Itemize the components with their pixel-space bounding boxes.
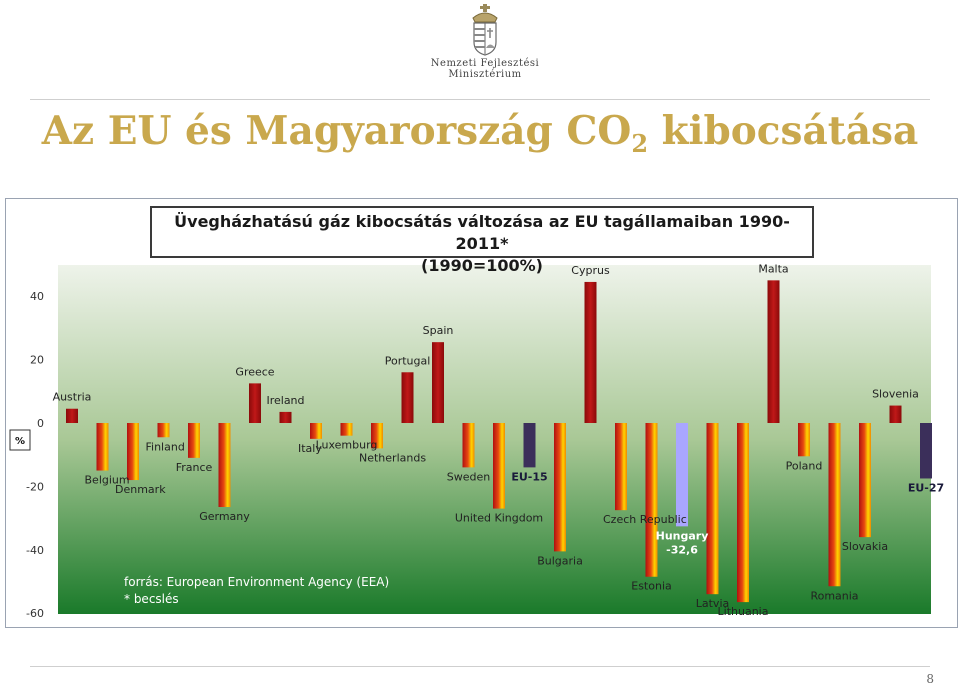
bar-poland (798, 423, 810, 457)
chart-title: Üvegházhatású gáz kibocsátás változása a… (150, 206, 814, 275)
category-label: Germany (199, 510, 250, 523)
bar-series (66, 280, 932, 603)
category-label: Netherlands (359, 451, 426, 464)
category-label: Austria (53, 391, 92, 404)
category-label: Malta (758, 262, 788, 275)
y-axis: 40 20 0 -20 -40 -60 (26, 290, 44, 620)
bar-spain (432, 342, 444, 423)
bar-slovenia (889, 405, 902, 423)
category-label: Belgium (85, 474, 130, 487)
ministry-line-1: Nemzeti Fejlesztési (430, 58, 540, 69)
bar-eu-27 (920, 423, 932, 479)
hungary-value-label: -32,6 (666, 543, 698, 556)
bar-lithuania (737, 423, 749, 603)
footer-divider (30, 666, 930, 667)
category-label: Poland (786, 459, 823, 472)
bar-malta (767, 280, 780, 423)
bar-italy (310, 423, 322, 439)
y-tick-label: -40 (26, 544, 44, 557)
chart-note-estimate: * becslés (124, 592, 179, 606)
y-tick-label: 40 (30, 290, 44, 303)
bar-latvia (706, 423, 719, 595)
ministry-line-2: Minisztérium (448, 69, 522, 80)
category-label: Greece (235, 365, 274, 378)
bar-romania (828, 423, 841, 587)
category-label: Hungary (656, 529, 709, 542)
category-label: United Kingdom (455, 512, 543, 525)
category-label: Sweden (447, 470, 490, 483)
category-label: Czech Republic (603, 513, 687, 526)
chart-title-line-2: (1990=100%) (421, 256, 543, 275)
y-axis-label-box (9, 429, 31, 451)
category-label: EU-27 (908, 481, 944, 494)
bar-belgium (96, 423, 109, 471)
bar-czech-republic (615, 423, 627, 511)
bar-greece (249, 383, 261, 423)
category-label: Slovenia (872, 388, 919, 401)
bar-estonia (645, 423, 658, 577)
bar-denmark (127, 423, 139, 481)
category-label: Latvia (696, 597, 730, 610)
category-label: Portugal (385, 354, 431, 367)
bar-france (188, 423, 200, 458)
slide-title-subscript: 2 (631, 129, 649, 158)
bar-germany (218, 423, 231, 508)
bar-portugal (401, 372, 414, 423)
category-label: Italy (298, 442, 322, 455)
chart-title-line-1: Üvegházhatású gáz kibocsátás változása a… (174, 212, 790, 253)
bar-luxemburg (340, 423, 353, 436)
slide-title-main: Az EU és Magyarország CO (41, 108, 632, 154)
ministry-name: Nemzeti Fejlesztési Minisztérium (430, 58, 540, 80)
bar-united-kingdom (493, 423, 505, 509)
bar-slovakia (859, 423, 871, 538)
y-axis-label: % (15, 436, 25, 447)
category-label: Cyprus (571, 264, 610, 277)
bar-bulgaria (554, 423, 566, 552)
page-number: 8 (926, 672, 934, 686)
bar-eu-15 (523, 423, 536, 468)
bar-hungary (676, 423, 688, 527)
chart-note-source: forrás: European Environment Agency (EEA… (124, 575, 389, 589)
category-label: France (176, 461, 213, 474)
category-label: Estonia (631, 580, 672, 593)
y-tick-label: 20 (30, 354, 44, 367)
category-label: Luxemburg (316, 439, 378, 452)
bar-austria (66, 408, 78, 423)
y-tick-label: -60 (26, 607, 44, 620)
category-label: EU-15 (511, 470, 547, 483)
bar-cyprus (584, 281, 597, 423)
bar-sweden (462, 423, 475, 468)
category-label: Slovakia (842, 540, 888, 553)
bar-ireland (279, 411, 292, 423)
ministry-logo: Nemzeti Fejlesztési Minisztérium (430, 4, 540, 88)
category-label: Denmark (115, 483, 166, 496)
hungarian-coat-of-arms-icon (472, 4, 498, 56)
slide-title-end: kibocsátása (648, 108, 919, 154)
header-divider (30, 99, 930, 100)
category-label: Spain (423, 324, 454, 337)
y-tick-label: -20 (26, 480, 44, 493)
category-label: Finland (146, 440, 185, 453)
slide-title: Az EU és Magyarország CO2 kibocsátása (0, 108, 960, 167)
bar-finland (157, 423, 170, 438)
category-label: Bulgaria (537, 554, 583, 567)
category-label: Ireland (266, 394, 304, 407)
category-label: Lithuania (718, 605, 769, 618)
y-tick-label: 0 (37, 417, 44, 430)
bar-netherlands (371, 423, 383, 449)
category-label: Romania (810, 589, 858, 602)
